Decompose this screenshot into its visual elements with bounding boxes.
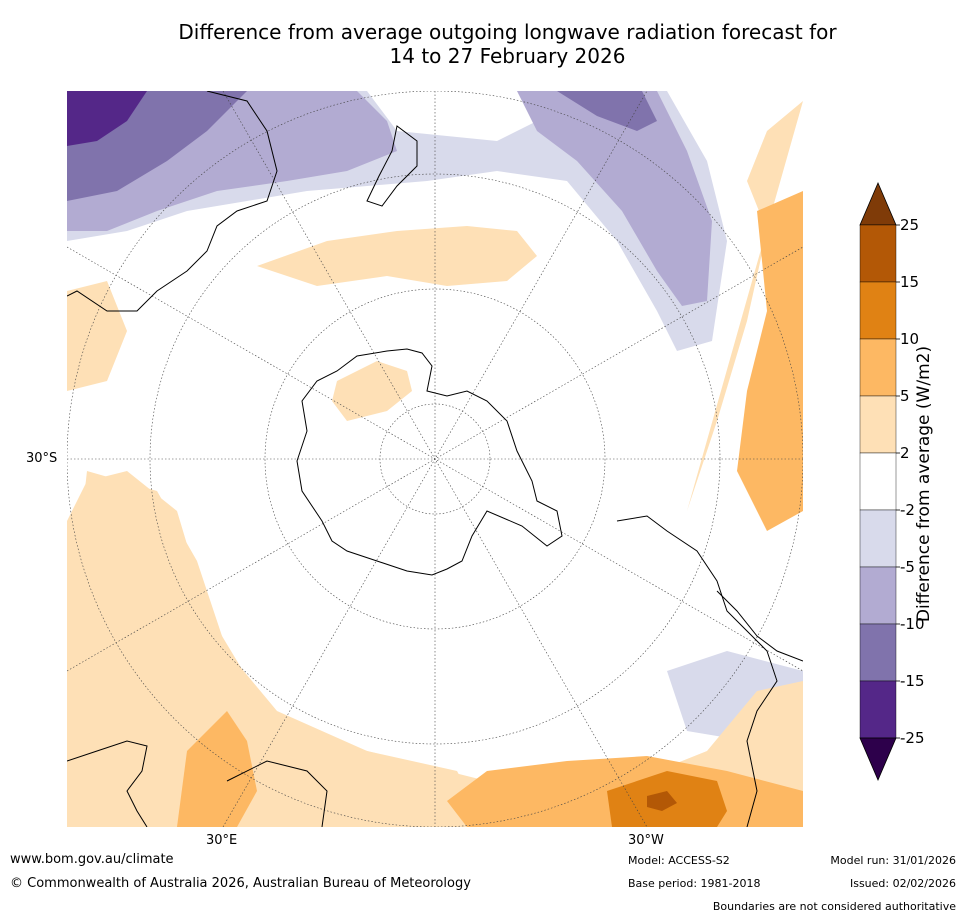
- anomaly-region-pos-near-antarctica: [332, 361, 412, 421]
- model-run: Model run: 31/01/2026: [830, 854, 956, 867]
- chart-title: Difference from average outgoing longwav…: [0, 20, 965, 68]
- anomaly-region-neg-15-25-nw: [67, 91, 147, 146]
- colorbar-tick-label: 10: [900, 330, 919, 348]
- website-link[interactable]: www.bom.gov.au/climate: [10, 852, 174, 867]
- lon-label-30e: 30°E: [206, 833, 238, 848]
- africa-coast: [67, 740, 148, 827]
- graticule: [67, 91, 803, 827]
- colorbar-tick-label: 5: [900, 387, 910, 405]
- anomaly-region-neg-10-15-ne: [557, 91, 657, 131]
- colorbar-ticks: 25 15 10 5 2 -2 -5 -10 -15 -25: [896, 216, 925, 747]
- anomaly-region-pos-2-5-west: [67, 281, 127, 391]
- colorbar-bin: [859, 395, 897, 454]
- coastlines: [67, 91, 803, 827]
- colorbar-tick-label: 25: [900, 216, 919, 234]
- colorbar-bin: [859, 566, 897, 625]
- colorbar-tick-label: -5: [900, 558, 915, 576]
- colorbar-bin: [859, 623, 897, 682]
- africa-coast-2: [226, 760, 328, 827]
- colorbar-tick-label: -10: [900, 615, 925, 633]
- colorbar-tick-label: 2: [900, 444, 910, 462]
- colorbar-label: Difference from average (W/m2): [914, 345, 934, 623]
- colorbar-bins: [859, 181, 897, 782]
- colorbar-bin: [859, 509, 897, 568]
- colorbar-tick-label: -25: [900, 729, 925, 747]
- anomaly-region-pos-2-5-south-band: [67, 471, 803, 827]
- anomaly-region-neg-5-10-ne: [517, 91, 712, 306]
- south-america-coast: [616, 515, 778, 827]
- colorbar-bin-extend-max: [859, 181, 897, 226]
- anomaly-region-pos-5-10-east: [737, 191, 803, 531]
- base-period: Base period: 1981-2018: [628, 877, 761, 890]
- colorbar-tick-label: 15: [900, 273, 919, 291]
- polar-map: [67, 91, 803, 827]
- colorbar-tick-label: -15: [900, 672, 925, 690]
- colorbar: 25 15 10 5 2 -2 -5 -10 -15 -25: [859, 181, 925, 782]
- colorbar-bin: [859, 452, 897, 511]
- colorbar-bin-extend-min: [859, 737, 897, 782]
- anomaly-region-pos-15-25-south: [647, 791, 677, 811]
- title-line-1: Difference from average outgoing longwav…: [178, 20, 837, 44]
- model-name: Model: ACCESS-S2: [628, 854, 730, 867]
- copyright-text: © Commonwealth of Australia 2026, Austra…: [10, 876, 471, 891]
- colorbar-bin: [859, 680, 897, 739]
- colorbar-bin: [859, 224, 897, 283]
- lat-label-30s: 30°S: [26, 451, 58, 466]
- new-zealand-coast: [366, 125, 418, 207]
- issued-date: Issued: 02/02/2026: [849, 877, 956, 890]
- boundaries-disclaimer: Boundaries are not considered authoritat…: [712, 900, 956, 913]
- colorbar-bin: [859, 338, 897, 397]
- title-line-2: 14 to 27 February 2026: [389, 44, 626, 68]
- colorbar-tick-label: -2: [900, 501, 915, 519]
- south-america-coast-2: [716, 590, 803, 662]
- australia-coast: [67, 91, 278, 312]
- anomaly-region-pos-5-10-sw: [177, 711, 257, 827]
- lon-label-30w: 30°W: [628, 833, 664, 848]
- colorbar-bin: [859, 281, 897, 340]
- antarctica-coast: [296, 348, 563, 576]
